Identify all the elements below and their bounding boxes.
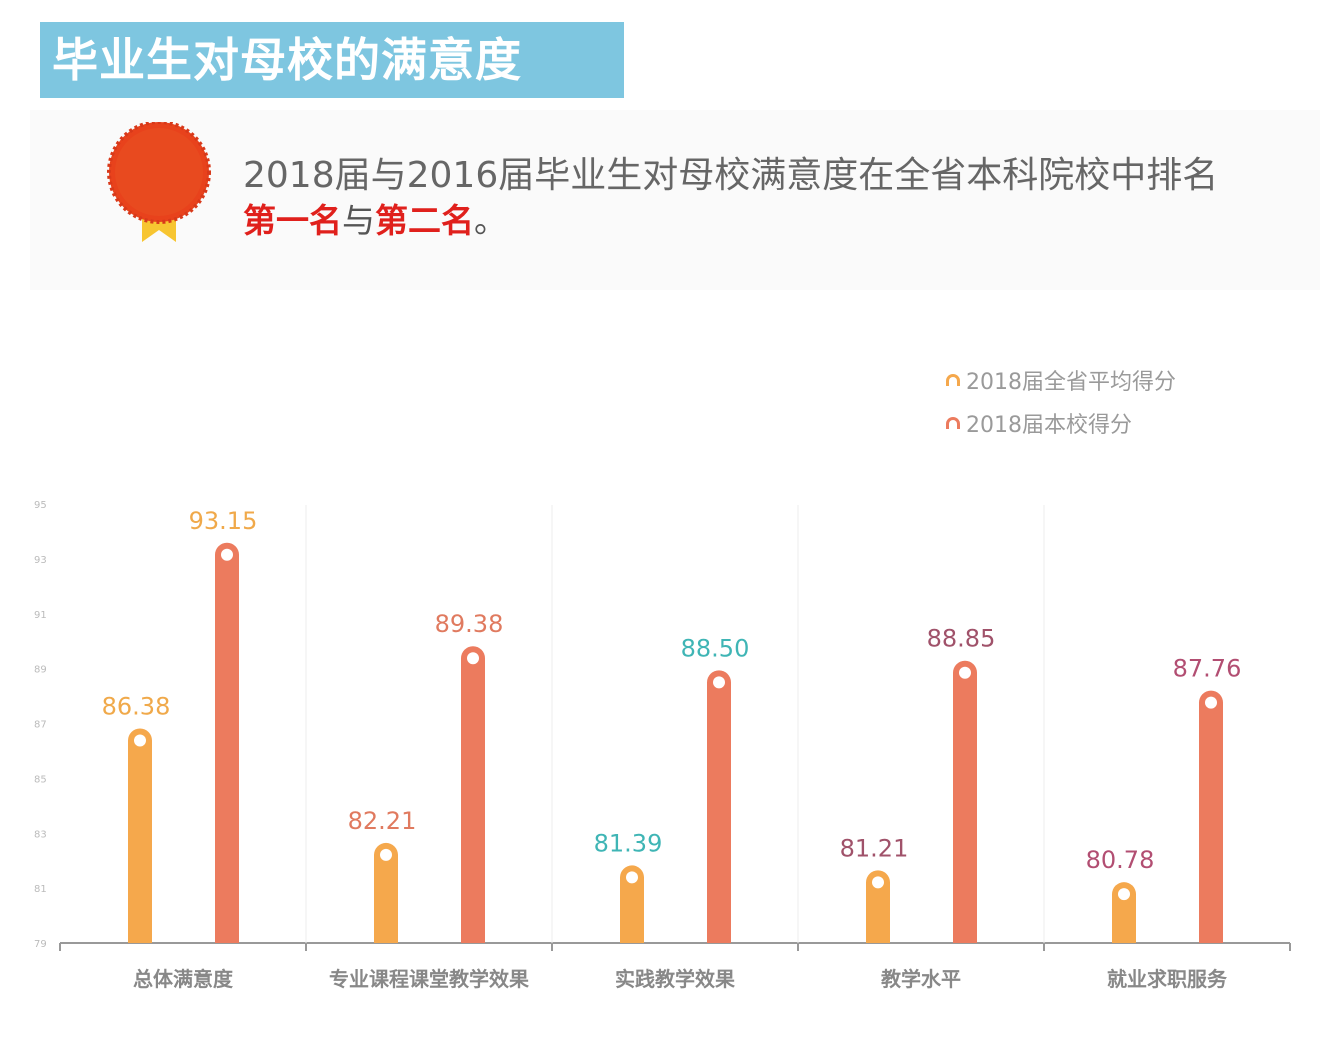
legend-item-average: 2018届全省平均得分 xyxy=(946,358,1176,401)
y-tick-label: 81 xyxy=(34,884,47,895)
bar xyxy=(461,646,485,943)
legend-label: 2018届本校得分 xyxy=(966,412,1132,438)
data-label: 89.38 xyxy=(435,610,504,638)
bar xyxy=(374,842,398,943)
data-label: 81.21 xyxy=(840,834,909,862)
legend-item-school: 2018届本校得分 xyxy=(946,401,1176,444)
summary-banner xyxy=(30,110,1320,290)
bar-marker xyxy=(467,652,479,665)
bar-marker xyxy=(713,676,725,689)
x-tick-label: 专业课程课堂教学效果 xyxy=(329,967,529,991)
data-label: 88.85 xyxy=(927,625,996,653)
legend-swatch-average xyxy=(946,373,960,386)
summary-line: 2018届与2016届毕业生对母校满意度在全省本科院校中排名 xyxy=(243,155,1219,196)
bar xyxy=(707,670,731,943)
summary-ranking: 第一名与第二名。 xyxy=(243,194,507,242)
legend: 2018届全省平均得分 2018届本校得分 xyxy=(946,358,1176,444)
y-tick-label: 93 xyxy=(34,555,47,566)
bar xyxy=(866,870,890,943)
data-label: 88.50 xyxy=(681,634,750,662)
bar-marker xyxy=(1118,888,1130,901)
bar-marker xyxy=(959,666,971,679)
bar-marker xyxy=(134,734,146,747)
x-tick-label: 教学水平 xyxy=(881,967,961,991)
y-tick-label: 95 xyxy=(34,500,47,511)
y-tick-label: 83 xyxy=(34,829,47,840)
data-label: 93.15 xyxy=(189,507,258,535)
data-label: 82.21 xyxy=(348,807,417,835)
y-tick-label: 87 xyxy=(34,720,47,731)
x-tick-label: 就业求职服务 xyxy=(1107,967,1228,991)
legend-swatch-school xyxy=(946,416,960,429)
x-tick-label: 实践教学效果 xyxy=(615,967,735,991)
bar-marker xyxy=(380,848,392,861)
rank-second: 第二名 xyxy=(375,201,474,240)
data-label: 87.76 xyxy=(1173,655,1242,683)
medal-icon xyxy=(107,122,211,242)
bar xyxy=(1112,882,1136,943)
bar-marker xyxy=(872,876,884,889)
y-tick-label: 85 xyxy=(34,774,47,785)
rank-first: 第一名 xyxy=(243,201,342,240)
conjunction: 与 xyxy=(342,201,375,240)
bar xyxy=(215,542,239,943)
data-label: 81.39 xyxy=(594,829,663,857)
bar-marker xyxy=(626,871,638,884)
page-title: 毕业生对母校的满意度 xyxy=(40,22,624,98)
bar-marker xyxy=(221,548,233,561)
bar xyxy=(128,728,152,943)
y-tick-label: 91 xyxy=(34,610,47,621)
bar-marker xyxy=(1205,696,1217,709)
data-label: 86.38 xyxy=(102,693,171,721)
bar xyxy=(1199,690,1223,943)
y-tick-label: 89 xyxy=(34,665,47,676)
data-label: 80.78 xyxy=(1086,846,1155,874)
legend-label: 2018届全省平均得分 xyxy=(966,369,1176,395)
x-tick-label: 总体满意度 xyxy=(133,967,234,991)
y-tick-label: 79 xyxy=(34,939,47,950)
bar xyxy=(953,660,977,943)
period: 。 xyxy=(474,201,507,240)
bar xyxy=(620,865,644,943)
